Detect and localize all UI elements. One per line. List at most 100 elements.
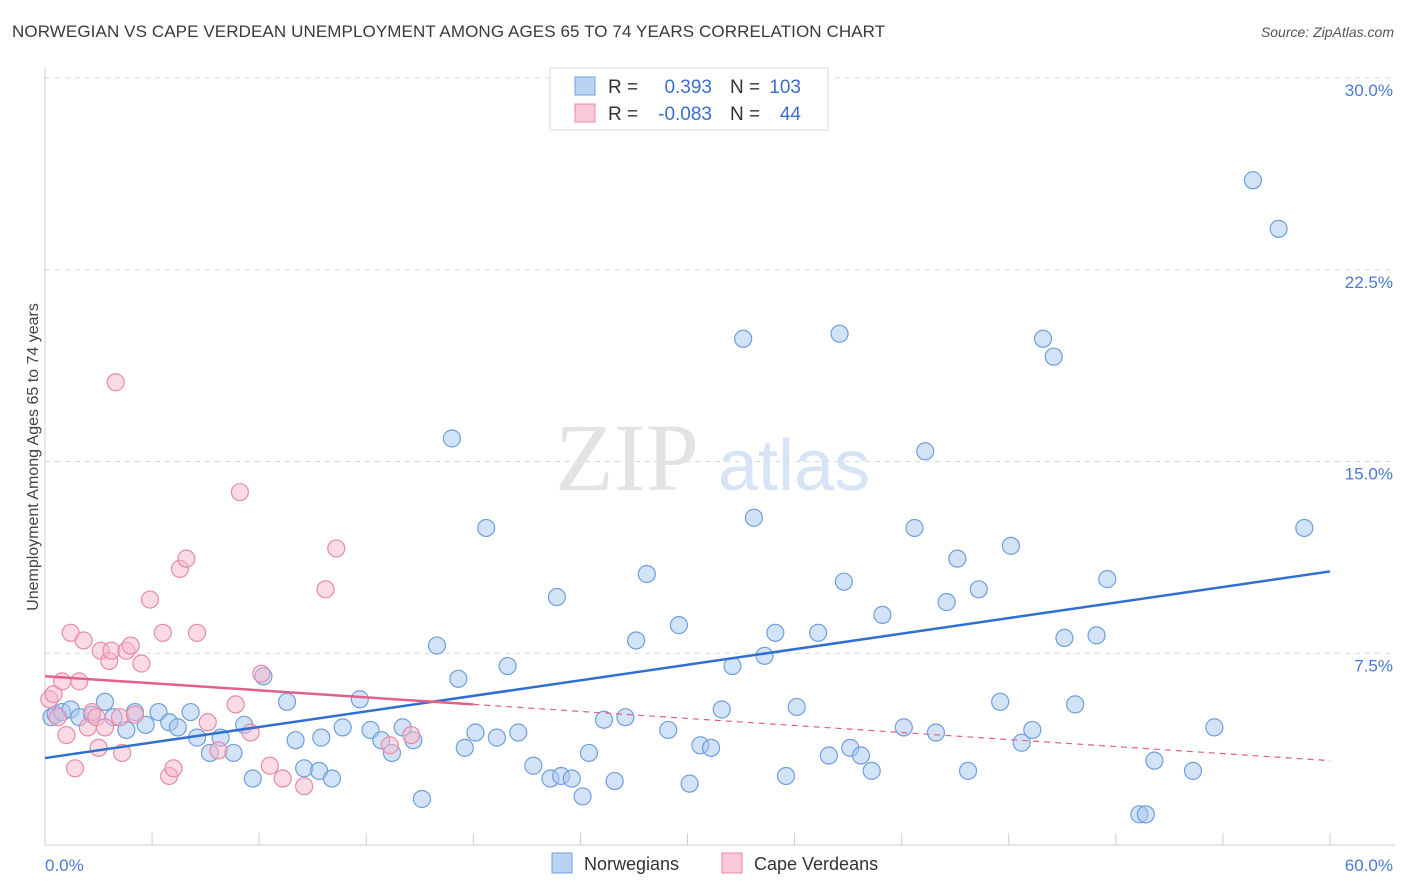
norwegians-point-35 <box>412 789 432 809</box>
norwegians-point-26 <box>312 728 331 747</box>
cape-verdeans-point-42 <box>380 736 399 755</box>
cape-verdeans-point-31 <box>198 713 217 732</box>
norwegians-point-50 <box>573 787 592 806</box>
norwegians-point-97 <box>1136 805 1155 824</box>
norwegians-point-76 <box>862 761 881 780</box>
legend-n-value-cape-verdeans: 44 <box>780 104 802 125</box>
y-tick-label-2: 22.5% <box>1345 273 1393 292</box>
series-legend: Norwegians Cape Verdeans <box>551 852 878 874</box>
norwegians-point-56 <box>637 564 656 584</box>
norwegians-point-88 <box>1012 733 1031 752</box>
cape-verdeans-point-30 <box>187 623 207 642</box>
norwegians-point-44 <box>509 723 528 742</box>
cape-verdeans-point-12 <box>89 738 108 757</box>
norwegians-point-81 <box>926 723 946 742</box>
trend-lines <box>44 570 1331 762</box>
norwegians-point-57 <box>659 720 678 740</box>
norwegians-point-101 <box>1243 171 1263 190</box>
cape-verdeans-point-25 <box>153 623 172 642</box>
legend-box <box>549 67 829 131</box>
grid-lines <box>45 77 1395 654</box>
norwegians-point-54 <box>616 708 635 727</box>
norwegians-point-61 <box>701 738 721 757</box>
correlation-legend: R = 0.393 N = 103 R = -0.083 N = 44 <box>549 67 829 131</box>
norwegians-point-91 <box>1044 347 1063 366</box>
norwegians-point-69 <box>787 697 806 717</box>
norwegians-point-98 <box>1145 751 1164 770</box>
x-axis-ticks <box>151 833 1331 845</box>
norwegians-point-83 <box>948 549 967 568</box>
legend-r-value-norwegians: 0.393 <box>664 77 712 98</box>
norwegians-point-18 <box>224 743 243 763</box>
watermark-zip: ZIP <box>555 404 699 511</box>
y-axis-label: Unemployment Among Ages 65 to 74 years <box>25 303 42 611</box>
norwegians-point-75 <box>851 746 871 765</box>
cape-verdeans-point-7 <box>70 672 89 691</box>
norwegians-point-67 <box>766 623 785 642</box>
norwegians-point-38 <box>449 669 468 688</box>
norwegians-point-27 <box>322 769 342 788</box>
chart-title: NORWEGIAN VS CAPE VERDEAN UNEMPLOYMENT A… <box>12 22 886 41</box>
cape-verdeans-point-34 <box>230 483 249 502</box>
norwegians-point-66 <box>755 646 774 665</box>
cape-verdeans-point-41 <box>327 539 346 558</box>
bottom-legend-label-cape-verdeans: Cape Verdeans <box>754 854 878 874</box>
norwegians-point-71 <box>819 746 838 765</box>
norwegians-point-90 <box>1033 329 1053 348</box>
cape-verdeans-point-4 <box>57 725 76 745</box>
cape-verdeans-point-23 <box>132 654 151 673</box>
cape-verdeans-point-36 <box>252 664 271 683</box>
cape-verdeans-point-1 <box>44 685 63 704</box>
norwegians-point-84 <box>958 761 978 780</box>
norwegians-point-22 <box>277 692 297 711</box>
norwegians-point-73 <box>834 572 853 591</box>
norwegians-point-51 <box>579 743 599 763</box>
cape-verdeans-point-33 <box>226 695 245 714</box>
cape-verdeans-point-2 <box>48 708 67 727</box>
legend-r-label-norwegians: R = <box>608 77 638 98</box>
norwegians-point-94 <box>1087 626 1106 645</box>
legend-r-label-cape-verdeans: R = <box>608 104 638 125</box>
legend-swatch-cape-verdeans <box>574 103 596 123</box>
norwegians-point-52 <box>594 710 614 729</box>
y-tick-label-3: 30.0% <box>1345 81 1393 100</box>
cape-verdeans-point-3 <box>53 672 72 691</box>
x-tick-label-0: 0.0% <box>45 856 84 875</box>
norwegians-point-29 <box>350 690 369 709</box>
norwegians-point-47 <box>547 587 566 607</box>
legend-swatch-norwegians <box>574 76 596 96</box>
norwegians-point-45 <box>524 756 543 775</box>
norwegians-point-82 <box>937 593 956 612</box>
norwegians-point-85 <box>969 580 988 599</box>
norwegians-point-6 <box>95 692 115 711</box>
norwegians-point-62 <box>712 700 731 719</box>
norwegians-point-103 <box>1295 518 1314 538</box>
legend-n-value-norwegians: 103 <box>769 77 801 98</box>
norwegians-point-55 <box>626 631 646 650</box>
cape-verdeans-point-8 <box>74 631 93 650</box>
norwegians-point-23 <box>286 731 305 750</box>
cape-verdeans-point-14 <box>95 718 115 737</box>
cape-verdeans-point-21 <box>121 636 140 655</box>
norwegians-point-37 <box>442 429 462 448</box>
norwegians-point-58 <box>669 616 689 635</box>
cape-verdeans-point-17 <box>106 373 125 392</box>
norwegians-point-86 <box>991 692 1010 711</box>
cape-verdeans-point-43 <box>402 725 421 745</box>
x-tick-label-60: 60.0% <box>1345 856 1393 875</box>
cape-verdeans-point-29 <box>177 549 196 568</box>
norwegians-point-93 <box>1066 695 1085 714</box>
norwegians-point-89 <box>1023 720 1042 740</box>
watermark: ZIP atlas <box>555 404 870 511</box>
watermark-atlas: atlas <box>718 426 870 506</box>
norwegians-point-87 <box>1001 536 1020 555</box>
norwegians-point-41 <box>477 518 496 538</box>
norwegians-point-36 <box>427 636 447 655</box>
bottom-legend-label-norwegians: Norwegians <box>584 854 679 874</box>
norwegians-point-68 <box>776 766 796 786</box>
cape-verdeans-point-38 <box>273 769 292 788</box>
norwegians-point-92 <box>1055 628 1074 648</box>
norwegians-point-14 <box>181 702 200 722</box>
norwegians-point-72 <box>830 324 849 343</box>
norwegians-point-24 <box>295 759 314 778</box>
